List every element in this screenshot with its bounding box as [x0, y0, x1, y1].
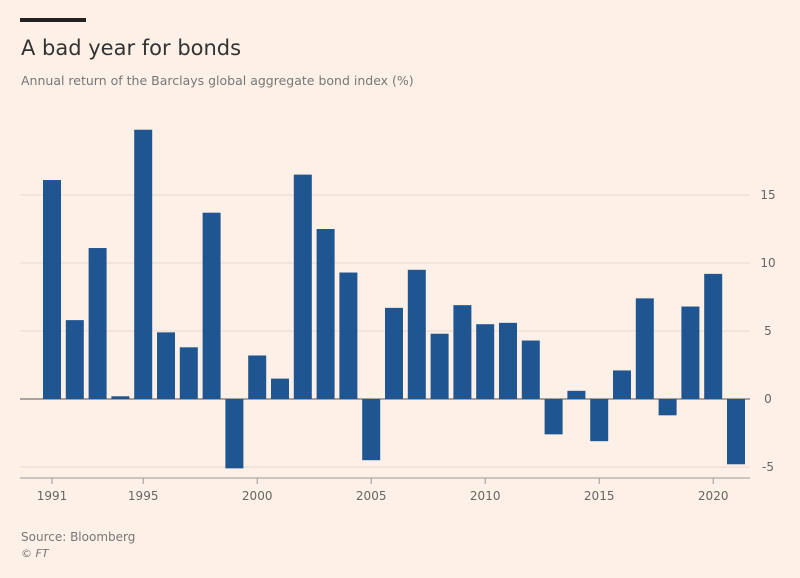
x-tick-label: 2005 — [356, 489, 387, 503]
bar-2011 — [499, 322, 517, 399]
bar-2016 — [613, 370, 631, 399]
bar-1991 — [43, 180, 61, 399]
bar-2005 — [362, 399, 381, 461]
bar-2006 — [385, 307, 403, 399]
y-tick-label: 5 — [764, 324, 772, 338]
bar-1993 — [88, 248, 107, 399]
ft-accent-rule — [20, 18, 86, 22]
x-tick-label: 1991 — [37, 489, 68, 503]
bar-2021 — [727, 399, 745, 465]
x-tick-label: 2020 — [698, 489, 729, 503]
bar-2015 — [590, 399, 609, 442]
bar-1995 — [134, 129, 153, 399]
bar-2003 — [316, 229, 335, 399]
bar-1992 — [65, 320, 84, 399]
bar-2008 — [430, 333, 449, 399]
bar-1998 — [202, 212, 221, 399]
bar-2010 — [476, 324, 495, 399]
bar-2004 — [339, 272, 358, 399]
y-tick-label: -5 — [762, 460, 774, 474]
bar-1994 — [111, 396, 130, 399]
bar-2009 — [453, 305, 472, 399]
y-tick-label: 15 — [760, 188, 775, 202]
bar-2020 — [704, 273, 723, 399]
bar-1999 — [225, 399, 244, 469]
bar-2017 — [635, 298, 654, 399]
x-tick-label: 2010 — [470, 489, 501, 503]
bar-2019 — [681, 306, 700, 399]
bar-2002 — [293, 174, 312, 399]
source-note: Source: Bloomberg — [21, 530, 136, 544]
bar-2013 — [544, 399, 563, 435]
bar-2007 — [407, 269, 426, 399]
bar-2000 — [248, 355, 267, 399]
chart-subtitle: Annual return of the Barclays global agg… — [21, 73, 414, 88]
x-tick-label: 2000 — [242, 489, 273, 503]
bar-2001 — [271, 378, 289, 399]
x-tick-label: 1995 — [128, 489, 159, 503]
bar-2012 — [521, 340, 540, 399]
x-tick-label: 2015 — [584, 489, 615, 503]
bar-1997 — [179, 347, 198, 399]
bar-1996 — [157, 332, 175, 399]
y-tick-label: 0 — [764, 392, 772, 406]
chart-title: A bad year for bonds — [21, 36, 242, 60]
bar-2014 — [567, 390, 586, 399]
y-tick-label: 10 — [760, 256, 775, 270]
ft-credit: © FT — [21, 547, 49, 560]
bar-2018 — [658, 399, 677, 416]
